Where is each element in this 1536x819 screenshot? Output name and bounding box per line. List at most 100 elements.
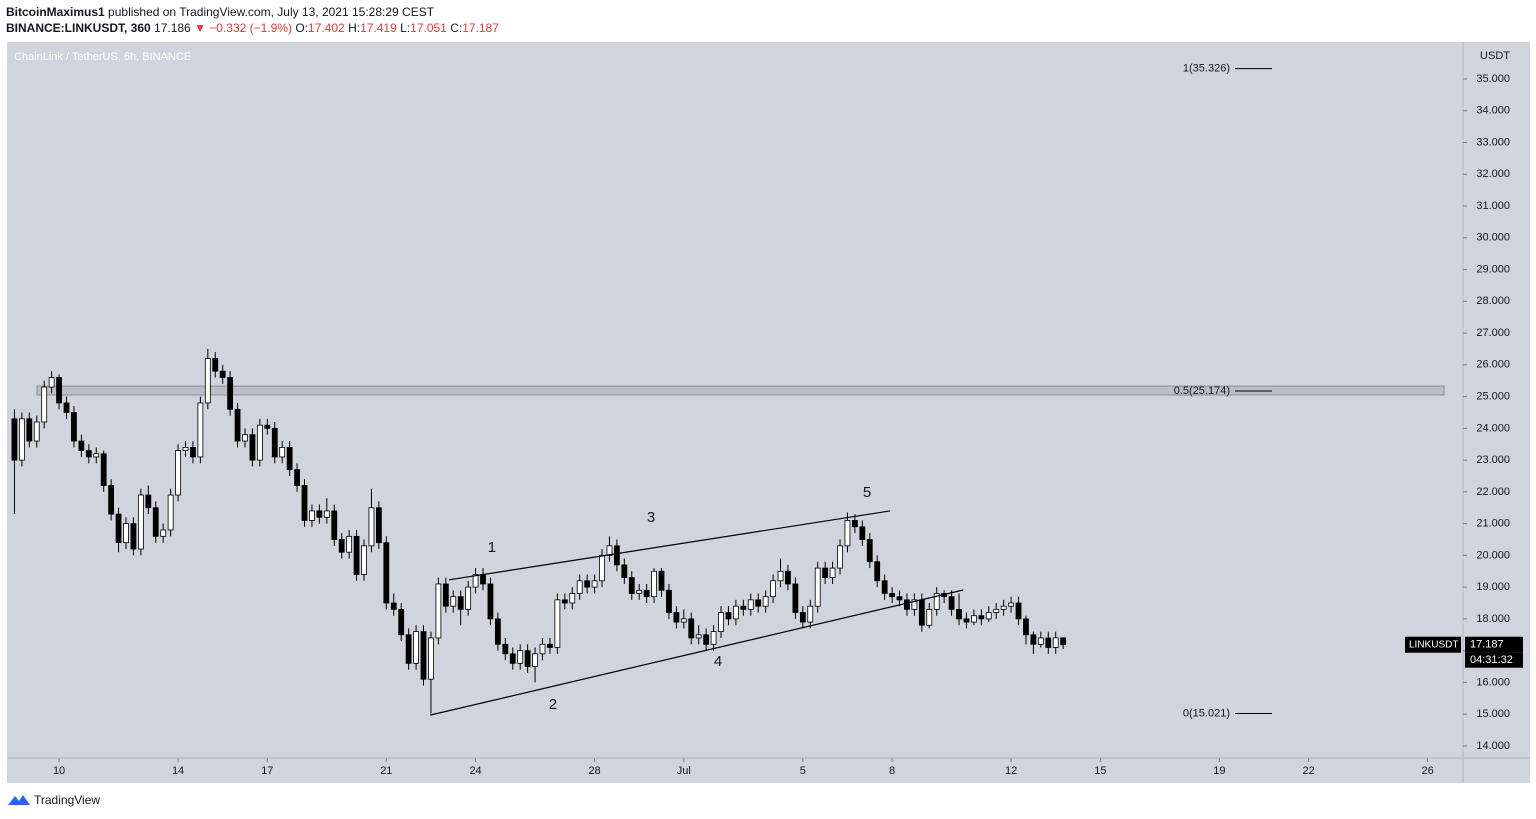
candle-body — [33, 421, 40, 442]
candle-body — [799, 612, 806, 623]
candle-body — [770, 580, 776, 598]
candle-body — [264, 424, 271, 429]
y-unit: USDT — [1480, 50, 1510, 62]
candle-body — [561, 599, 568, 604]
x-tick-label: 8 — [889, 765, 895, 777]
candle-body — [963, 618, 970, 623]
candle-body — [279, 446, 286, 458]
y-tick-label: 32.000 — [1476, 168, 1510, 180]
candle-body — [123, 523, 129, 544]
countdown: 04:31:32 — [1470, 654, 1513, 666]
x-tick-label: 19 — [1213, 765, 1225, 777]
candle-body — [1060, 637, 1067, 646]
candle-body — [926, 608, 933, 626]
candle-body — [613, 545, 620, 566]
last: 17.186 — [154, 21, 191, 35]
footer: TradingView — [8, 793, 100, 807]
candle-body — [175, 450, 181, 496]
wave-label: 1 — [488, 539, 496, 556]
candle-body — [63, 402, 70, 413]
candle-body — [137, 494, 144, 550]
candle-body — [93, 453, 100, 458]
wave-label: 4 — [714, 653, 722, 670]
candle-body — [197, 402, 204, 458]
author: BitcoinMaximus1 — [6, 5, 105, 19]
y-tick-label: 33.000 — [1476, 136, 1510, 148]
candle-body — [732, 605, 739, 620]
wave-label: 2 — [549, 696, 557, 713]
y-tick-label: 22.000 — [1476, 486, 1510, 498]
candle-body — [383, 542, 390, 604]
candle-body — [904, 599, 910, 610]
candle-body — [160, 529, 167, 537]
candle-body — [1023, 618, 1029, 636]
candle-body — [457, 596, 464, 610]
x-tick-label: 21 — [380, 765, 392, 777]
candle-body — [390, 602, 397, 610]
candle-body — [442, 583, 449, 607]
candle-body — [375, 507, 382, 544]
wave-label: 5 — [863, 484, 871, 501]
candle-body — [212, 358, 219, 372]
fib-label: 1(35.326) — [1183, 63, 1230, 75]
y-tick-label: 35.000 — [1476, 73, 1510, 85]
candle-body — [219, 370, 226, 378]
candle-body — [851, 520, 858, 528]
candle-body — [100, 453, 107, 486]
candle-body — [651, 570, 657, 598]
x-tick-label: 24 — [469, 765, 481, 777]
candle-body — [591, 580, 598, 588]
candle-body — [145, 494, 152, 509]
wedge-line — [429, 589, 964, 716]
x-tick-label: 17 — [261, 765, 273, 777]
candle-body — [710, 631, 717, 645]
candle-body — [970, 615, 977, 623]
candle-body — [956, 608, 962, 620]
y-tick-label: 28.000 — [1476, 295, 1510, 307]
change: ▼ −0.332 (−1.9%) — [194, 21, 293, 35]
ohlc-label: O: — [295, 21, 309, 35]
logo — [8, 795, 30, 805]
wedge-line — [449, 510, 891, 581]
candle-body — [948, 596, 955, 610]
y-tick-label: 31.000 — [1476, 200, 1510, 212]
candle-body — [435, 583, 442, 639]
candle-body — [584, 580, 591, 588]
candle-body — [829, 567, 836, 579]
fib-label: 0(15.021) — [1183, 707, 1230, 719]
candle-body — [740, 605, 747, 610]
y-tick-label: 23.000 — [1476, 454, 1510, 466]
candle-body — [703, 634, 710, 645]
candle-body — [658, 570, 665, 591]
candle-body — [881, 580, 888, 594]
ohlc-label: C: — [450, 21, 463, 35]
ohlc-value: 17.419 — [360, 21, 397, 35]
legend-entry: LINKUSDT — [1409, 639, 1458, 650]
candle-body — [547, 643, 553, 648]
candle-body — [718, 612, 724, 633]
candle-body — [472, 574, 479, 588]
candle-body — [428, 637, 434, 680]
ohlc-value: 17.402 — [308, 21, 345, 35]
candle-body — [636, 589, 643, 594]
candle-body — [502, 643, 509, 655]
candle-body — [1045, 637, 1052, 648]
x-tick-label: 5 — [800, 765, 806, 777]
candle-body — [1030, 634, 1037, 645]
candle-body — [256, 424, 263, 461]
candle-body — [338, 539, 345, 553]
candle-body — [294, 469, 300, 486]
y-tick-label: 30.000 — [1476, 232, 1510, 244]
chart-title: ChainLink / TetherUS, 6h, BINANCE — [14, 51, 191, 63]
candle-body — [1052, 637, 1059, 648]
candle-body — [606, 545, 613, 556]
candle-body — [353, 535, 360, 575]
candle-body — [56, 377, 62, 404]
y-tick-label: 21.000 — [1476, 518, 1510, 530]
candle-body — [866, 539, 873, 563]
candle-body — [524, 650, 531, 667]
candle-body — [48, 377, 55, 388]
candle-body — [666, 589, 672, 613]
